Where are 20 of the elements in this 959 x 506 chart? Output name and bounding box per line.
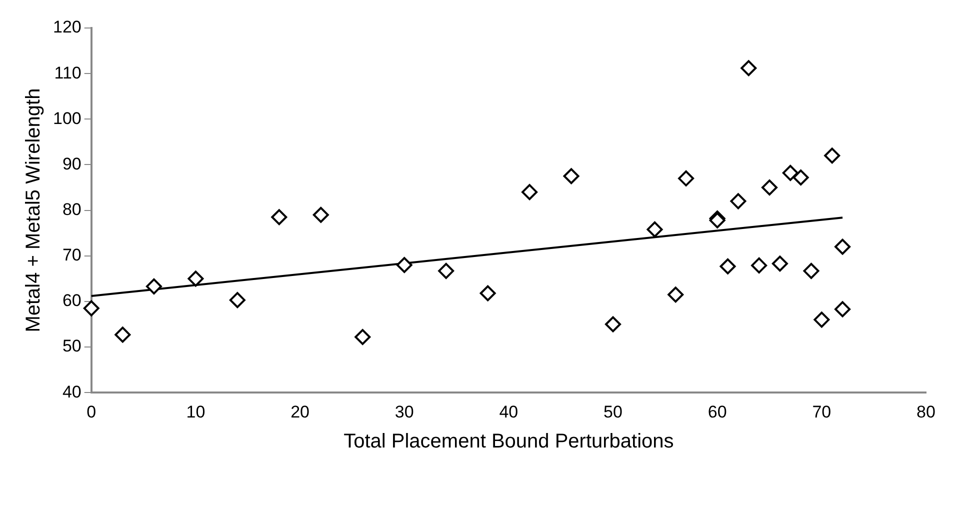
- y-tick-label: 50: [62, 336, 82, 356]
- x-tick-label: 60: [708, 402, 727, 422]
- x-tick-label: 50: [604, 402, 622, 422]
- x-tick-label: 10: [186, 402, 206, 422]
- y-tick-label: 40: [62, 382, 82, 402]
- y-tick-label: 100: [52, 108, 82, 128]
- y-tick-label: 70: [62, 246, 82, 265]
- x-tick-label: 20: [290, 402, 310, 422]
- x-tick-label: 80: [916, 402, 936, 422]
- y-tick-label: 80: [62, 200, 82, 219]
- x-tick-label: 40: [499, 402, 518, 422]
- x-axis-title: Total Placement Bound Perturbations: [344, 430, 674, 453]
- x-tick-label: 70: [812, 402, 832, 422]
- y-axis-title: Metal4 + Metal5 Wirelength: [22, 88, 45, 332]
- x-tick-label: 0: [86, 402, 96, 422]
- x-tick-label: 30: [394, 402, 414, 422]
- y-tick-label: 110: [54, 63, 82, 82]
- y-tick-label: 120: [52, 18, 82, 37]
- y-tick-label: 60: [62, 291, 82, 310]
- y-tick-label: 90: [62, 154, 82, 174]
